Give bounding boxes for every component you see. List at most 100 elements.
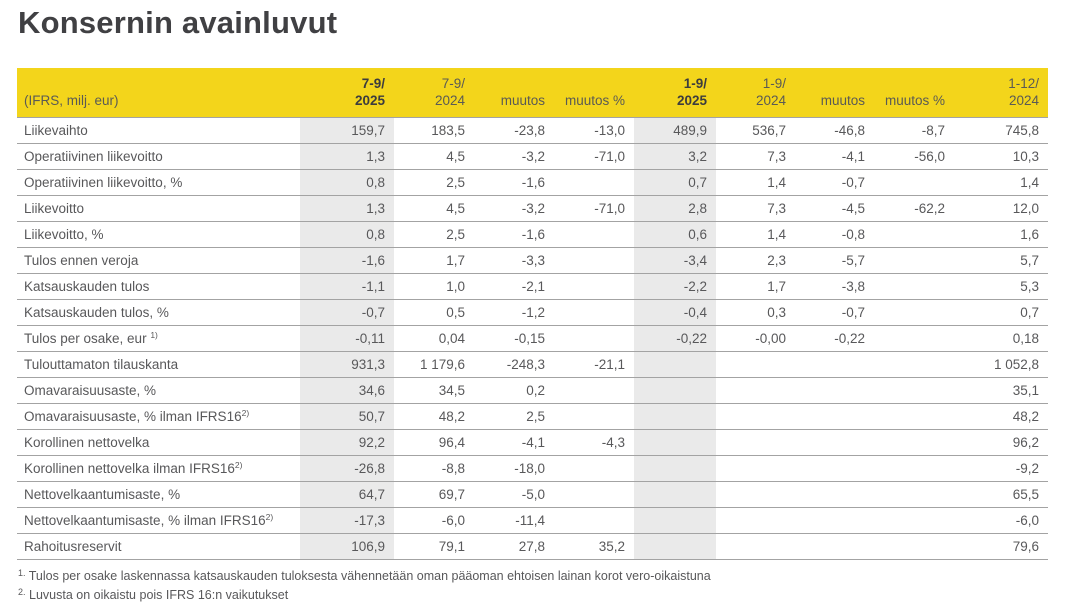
value-cell: 96,2 bbox=[954, 429, 1048, 456]
value-cell: -0,11 bbox=[300, 325, 394, 352]
row-label-footnote-ref: 2) bbox=[234, 460, 243, 470]
value-cell: 3,2 bbox=[634, 143, 716, 170]
value-cell: 1,3 bbox=[300, 143, 394, 170]
unit-label: (IFRS, milj. eur) bbox=[24, 93, 119, 108]
value-cell: 1,7 bbox=[394, 247, 474, 274]
value-cell bbox=[874, 455, 954, 482]
value-cell: 2,5 bbox=[474, 403, 554, 430]
value-cell: -248,3 bbox=[474, 351, 554, 378]
value-cell: -3,4 bbox=[634, 247, 716, 274]
value-cell bbox=[874, 221, 954, 248]
value-cell bbox=[795, 351, 874, 378]
value-cell bbox=[716, 533, 795, 560]
value-cell: 4,5 bbox=[394, 143, 474, 170]
value-cell: 5,3 bbox=[954, 273, 1048, 300]
row-label: Liikevoitto bbox=[17, 195, 300, 222]
row-label: Rahoitusreservit bbox=[17, 533, 300, 560]
column-header: 7-9/2025 bbox=[300, 68, 394, 118]
footnote-1-marker: 1. bbox=[18, 568, 26, 578]
row-label-text: Katsauskauden tulos bbox=[24, 279, 150, 294]
value-cell bbox=[554, 273, 634, 300]
value-cell: -0,7 bbox=[795, 169, 874, 196]
value-cell: 0,18 bbox=[954, 325, 1048, 352]
value-cell: 1,7 bbox=[716, 273, 795, 300]
value-cell: -21,1 bbox=[554, 351, 634, 378]
table-row: Tulouttamaton tilauskanta 931,3 1 179,6 -24… bbox=[17, 351, 1048, 378]
table-header-row: (IFRS, milj. eur) 7-9/2025 7-9/2024 muutos… bbox=[17, 68, 1048, 118]
value-cell bbox=[716, 507, 795, 534]
row-label-footnote-ref: 2) bbox=[241, 408, 250, 418]
value-cell: -5,0 bbox=[474, 481, 554, 508]
value-cell: 0,04 bbox=[394, 325, 474, 352]
value-cell bbox=[554, 403, 634, 430]
value-cell: 34,5 bbox=[394, 377, 474, 404]
value-cell: 79,6 bbox=[954, 533, 1048, 560]
column-header: muutos bbox=[474, 68, 554, 118]
value-cell: -5,7 bbox=[795, 247, 874, 274]
column-header-year: 2024 bbox=[434, 93, 465, 108]
value-cell: -3,8 bbox=[795, 273, 874, 300]
value-cell bbox=[634, 481, 716, 508]
page-title: Konsernin avainluvut bbox=[18, 5, 338, 40]
footnotes: 1. Tulos per osake laskennassa katsauska… bbox=[17, 567, 1048, 605]
value-cell: 50,7 bbox=[300, 403, 394, 430]
row-label-text: Korollinen nettovelka ilman IFRS16 bbox=[24, 461, 235, 476]
value-cell: -4,1 bbox=[795, 143, 874, 170]
row-label-text: Rahoitusreservit bbox=[24, 539, 122, 554]
value-cell bbox=[716, 377, 795, 404]
value-cell: -62,2 bbox=[874, 195, 954, 222]
value-cell: 4,5 bbox=[394, 195, 474, 222]
value-cell: 2,3 bbox=[716, 247, 795, 274]
table-body: Liikevaihto 159,7 183,5 -23,8 -13,0 489,9 536,… bbox=[17, 117, 1048, 560]
value-cell: -9,2 bbox=[954, 455, 1048, 482]
value-cell: -0,7 bbox=[795, 299, 874, 326]
value-cell: -0,8 bbox=[795, 221, 874, 248]
value-cell bbox=[795, 377, 874, 404]
value-cell: 931,3 bbox=[300, 351, 394, 378]
value-cell bbox=[874, 377, 954, 404]
value-cell: -71,0 bbox=[554, 143, 634, 170]
value-cell: 7,3 bbox=[716, 195, 795, 222]
value-cell bbox=[554, 247, 634, 274]
value-cell: 183,5 bbox=[394, 117, 474, 144]
row-label: Omavaraisuusaste, % bbox=[17, 377, 300, 404]
value-cell: -0,4 bbox=[634, 299, 716, 326]
value-cell bbox=[874, 273, 954, 300]
footnote-2-marker: 2. bbox=[18, 587, 26, 597]
value-cell: 64,7 bbox=[300, 481, 394, 508]
row-label-text: Katsauskauden tulos, % bbox=[24, 305, 169, 320]
column-header-period: 1-12/ bbox=[1008, 76, 1039, 91]
value-cell: 2,8 bbox=[634, 195, 716, 222]
value-cell: -1,6 bbox=[300, 247, 394, 274]
row-label: Operatiivinen liikevoitto bbox=[17, 143, 300, 170]
value-cell bbox=[795, 403, 874, 430]
row-label-text: Tulos ennen veroja bbox=[24, 253, 139, 268]
column-header-year: 2025 bbox=[354, 93, 385, 108]
value-cell bbox=[874, 351, 954, 378]
table-row: Operatiivinen liikevoitto 1,3 4,5 -3,2 -71,0… bbox=[17, 143, 1048, 170]
value-cell: -0,15 bbox=[474, 325, 554, 352]
value-cell: 48,2 bbox=[394, 403, 474, 430]
value-cell: 2,5 bbox=[394, 169, 474, 196]
column-header-year: muutos bbox=[500, 93, 545, 108]
value-cell: 65,5 bbox=[954, 481, 1048, 508]
value-cell: -8,8 bbox=[394, 455, 474, 482]
value-cell: -4,5 bbox=[795, 195, 874, 222]
column-header: muutos % bbox=[874, 68, 954, 118]
row-label-text: Liikevoitto, % bbox=[24, 227, 104, 242]
value-cell: 1,3 bbox=[300, 195, 394, 222]
value-cell: 1,4 bbox=[716, 169, 795, 196]
value-cell: 0,3 bbox=[716, 299, 795, 326]
value-cell bbox=[795, 533, 874, 560]
value-cell bbox=[634, 533, 716, 560]
row-label: Korollinen nettovelka bbox=[17, 429, 300, 456]
row-label: Tulouttamaton tilauskanta bbox=[17, 351, 300, 378]
value-cell: -0,22 bbox=[795, 325, 874, 352]
value-cell bbox=[554, 455, 634, 482]
value-cell bbox=[716, 455, 795, 482]
value-cell: 27,8 bbox=[474, 533, 554, 560]
value-cell: -26,8 bbox=[300, 455, 394, 482]
value-cell bbox=[874, 169, 954, 196]
value-cell: 10,3 bbox=[954, 143, 1048, 170]
value-cell: -1,6 bbox=[474, 169, 554, 196]
